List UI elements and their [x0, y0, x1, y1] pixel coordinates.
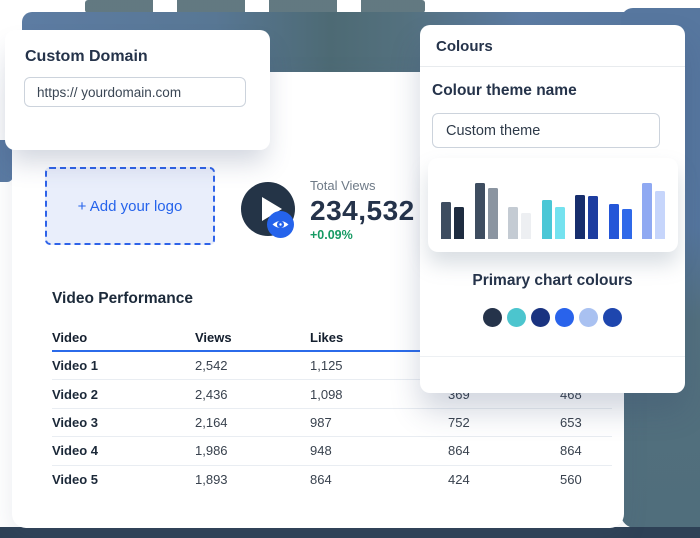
table-body: Video 1 2,542 1,125 Video 2 2,436 1,098 …	[52, 352, 612, 494]
preview-bar	[608, 203, 619, 239]
cell-views: 2,436	[195, 386, 228, 402]
table-row: Video 3 2,164 987 752 653	[52, 409, 612, 438]
cell-likes: 1,125	[310, 358, 343, 374]
preview-bar-group	[575, 170, 598, 239]
colour-swatch[interactable]	[531, 308, 550, 327]
preview-bar	[588, 196, 598, 239]
table-row: Video 1 2,542 1,125	[52, 352, 612, 381]
add-logo-dropzone[interactable]: + Add your logo	[45, 167, 215, 245]
theme-name-label: Colour theme name	[432, 82, 577, 99]
colour-swatch[interactable]	[507, 308, 526, 327]
cell-likes: 987	[310, 414, 332, 430]
cell-col5: 864	[560, 443, 582, 459]
cell-likes: 864	[310, 472, 332, 488]
preview-bar	[521, 213, 531, 239]
preview-bar	[655, 190, 665, 239]
preview-bar-group	[608, 170, 632, 239]
total-views-label: Total Views	[310, 178, 376, 193]
preview-bar	[554, 206, 565, 239]
table-row: Video 4 1,986 948 864 864	[52, 437, 612, 466]
col-header-views: Views	[195, 329, 232, 345]
cell-video-name: Video 4	[52, 443, 99, 459]
colour-swatch[interactable]	[603, 308, 622, 327]
cell-video-name: Video 2	[52, 386, 99, 402]
colour-swatch[interactable]	[579, 308, 598, 327]
preview-bar	[454, 206, 464, 239]
cell-col4: 424	[448, 472, 470, 488]
preview-bar	[642, 183, 652, 239]
colour-swatch[interactable]	[555, 308, 574, 327]
preview-bar-group	[474, 170, 498, 239]
cell-col4: 864	[448, 443, 470, 459]
cell-col5: 560	[560, 472, 582, 488]
brush-stroke-bottom	[0, 527, 700, 538]
preview-bar	[441, 201, 451, 239]
video-performance-table: Video Views Likes Video 1 2,542 1,125 Vi…	[52, 324, 612, 494]
cell-likes: 1,098	[310, 386, 343, 402]
cell-likes: 948	[310, 443, 332, 459]
video-play-graphic[interactable]	[241, 182, 325, 254]
cell-views: 1,893	[195, 472, 228, 488]
preview-bar	[487, 187, 498, 239]
preview-bar-group	[642, 170, 665, 239]
cell-video-name: Video 3	[52, 414, 99, 430]
theme-preview-card	[428, 158, 678, 252]
preview-bar-group	[441, 170, 464, 239]
theme-preview-bars	[441, 170, 665, 239]
cell-views: 2,542	[195, 358, 228, 374]
cell-video-name: Video 5	[52, 472, 99, 488]
primary-colours-label: Primary chart colours	[472, 272, 633, 289]
preview-bar	[541, 200, 552, 239]
cell-col5: 653	[560, 414, 582, 430]
video-performance-title: Video Performance	[52, 290, 193, 307]
total-views-value: 234,532	[310, 195, 415, 226]
preview-bar-group	[508, 170, 531, 239]
custom-domain-card: Custom Domain	[5, 30, 270, 150]
cell-col4: 752	[448, 414, 470, 430]
col-header-likes: Likes	[310, 329, 344, 345]
panel-divider	[420, 356, 685, 357]
preview-bar	[575, 194, 585, 239]
total-views-stat: Total Views 234,532 +0.09%	[310, 178, 415, 242]
custom-domain-title: Custom Domain	[25, 48, 148, 65]
preview-bar	[474, 183, 485, 239]
preview-bar-group	[541, 170, 565, 239]
cell-views: 1,986	[195, 443, 228, 459]
theme-name-input[interactable]	[432, 113, 660, 148]
colours-panel-title: Colours	[420, 25, 685, 67]
col-header-video: Video	[52, 329, 88, 345]
preview-bar	[621, 208, 632, 239]
table-row: Video 5 1,893 864 424 560	[52, 466, 612, 494]
cell-video-name: Video 1	[52, 358, 99, 374]
cell-views: 2,164	[195, 414, 228, 430]
eye-icon	[267, 211, 294, 243]
brush-stroke-left	[0, 140, 13, 182]
colours-panel: Colours Colour theme name Primary chart …	[420, 25, 685, 393]
table-header-row: Video Views Likes	[52, 324, 612, 352]
custom-domain-input[interactable]	[24, 77, 246, 107]
preview-bar	[508, 206, 518, 239]
total-views-change-badge: +0.09%	[310, 228, 353, 243]
brush-stroke-top-smudge	[85, 0, 425, 13]
colour-swatch[interactable]	[483, 308, 502, 327]
primary-colour-dots	[420, 308, 685, 327]
add-logo-label: + Add your logo	[77, 197, 183, 215]
